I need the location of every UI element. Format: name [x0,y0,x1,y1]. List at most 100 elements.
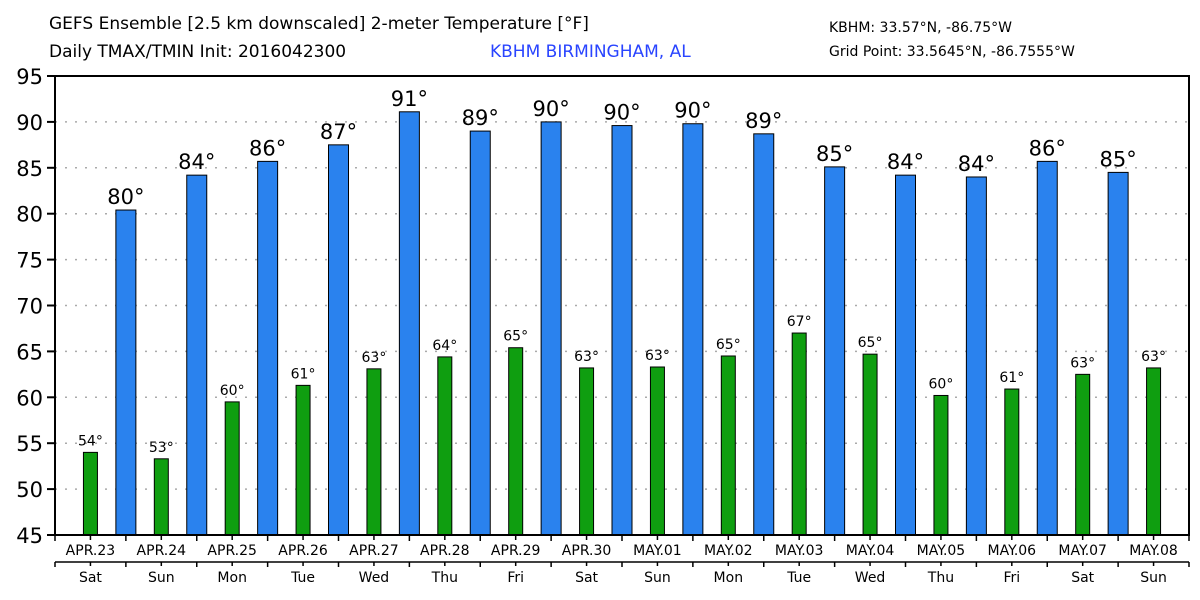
x-date-label: MAY.02 [704,543,753,559]
tmin-label: 61° [999,370,1024,386]
tmin-bar [579,367,595,536]
tmin-bar [82,451,98,536]
x-date-label: APR.23 [66,543,116,559]
x-date-label: MAY.08 [1129,543,1178,559]
tmax-bar [257,160,279,536]
x-date-label: APR.28 [420,543,470,559]
x-date-label: MAY.01 [633,543,682,559]
tmax-label: 84° [958,152,995,176]
tmax-label: 89° [462,106,499,130]
tmax-bar [1036,160,1058,536]
y-tick-label: 70 [16,295,43,319]
y-tick-label: 55 [16,432,43,456]
x-date-label: MAY.07 [1058,543,1107,559]
tmin-label: 63° [574,349,599,365]
x-date-label: APR.30 [562,543,612,559]
x-weekday-label: Sun [644,570,671,586]
tmax-label: 90° [674,99,711,123]
chart-title-line1: GEFS Ensemble [2.5 km downscaled] 2-mete… [49,14,589,34]
tmax-label: 80° [107,185,144,209]
x-date-label: APR.25 [207,543,257,559]
x-date-label: MAY.03 [775,543,824,559]
tmax-bar [1107,171,1129,536]
tmax-label: 86° [1029,136,1066,160]
tmax-bar [540,121,562,536]
bar-labels: 54° 53° 60° 61° 63° 64° 65° 63° 63° 65° 67° 65° 60° 6… [78,87,1166,456]
y-tick-label: 95 [16,65,43,89]
y-tick-label: 85 [16,157,43,181]
tmin-bar [649,366,665,536]
x-date-label: MAY.06 [988,543,1037,559]
x-weekday-label: Wed [855,570,886,586]
tmax-bar [682,123,704,536]
station-name: KBHM BIRMINGHAM, AL [490,42,691,62]
tmin-label: 53° [149,440,174,456]
x-date-label: MAY.05 [917,543,966,559]
y-tick-label: 75 [16,249,43,273]
y-tick-label: 80 [16,203,43,227]
tmin-label: 64° [432,338,457,354]
x-weekday-label: Tue [290,570,315,586]
tmax-label: 86° [249,136,286,160]
axes: 45 50 55 60 65 70 75 80 85 90 95 APR.23 Sat APR.24 Sun… [16,65,1190,586]
tmin-bar [720,355,736,536]
x-date-label: APR.27 [349,543,399,559]
tmin-label: 63° [362,350,387,366]
tmin-label: 65° [716,337,741,353]
tmin-label: 61° [291,366,316,382]
tmax-bar [328,144,349,536]
tmin-bar [933,394,949,536]
tmin-bar [437,356,453,536]
bars [82,111,1162,536]
chart-title-line2: Daily TMAX/TMIN Init: 2016042300 [49,42,347,62]
tmax-label: 90° [603,101,640,125]
tmin-bar [508,347,524,536]
x-weekday-label: Tue [786,570,811,586]
x-weekday-label: Fri [507,570,524,586]
tmax-bar [611,125,633,536]
tmin-label: 63° [1141,349,1166,365]
y-tick-label: 50 [16,478,43,502]
tmin-label: 63° [1070,355,1095,371]
tmin-bar [295,384,311,536]
tmin-label: 60° [929,376,954,392]
x-weekday-label: Mon [217,570,247,586]
station-coordinates: KBHM: 33.57°N, -86.75°W [829,20,1012,36]
tmin-bar [1075,373,1091,536]
x-weekday-label: Mon [714,570,744,586]
grid-point-coordinates: Grid Point: 33.5645°N, -86.7555°W [829,44,1075,60]
x-date-label: APR.24 [137,543,187,559]
tmax-bar [965,176,987,536]
tmin-bar [153,458,169,536]
tmax-bar [824,166,846,536]
x-weekday-label: Sun [148,570,175,586]
x-weekday-label: Sun [1140,570,1167,586]
tmax-label: 84° [887,150,924,174]
tmin-bar [862,353,878,536]
tmax-label: 91° [391,87,428,111]
tmin-bar [224,401,240,536]
tmax-bar [186,174,208,536]
x-date-label: MAY.04 [846,543,895,559]
tmax-bar [115,209,137,536]
tmin-bar [366,368,382,536]
x-date-label: APR.29 [491,543,541,559]
tmax-label: 87° [320,120,357,144]
y-tick-label: 60 [16,386,43,410]
tmin-label: 67° [787,314,812,330]
tmax-label: 84° [178,150,215,174]
y-tick-label: 90 [16,111,43,135]
tmin-bar [791,332,807,536]
tmax-bar [895,174,916,536]
y-tick-label: 65 [16,340,43,364]
tmin-bar [1004,388,1020,536]
x-weekday-label: Sat [79,570,102,586]
tmax-label: 90° [533,97,570,121]
tmax-label: 85° [816,142,853,166]
tmin-label: 63° [645,348,670,364]
y-tick-label: 45 [16,524,43,548]
tmin-bar [1146,367,1162,536]
x-date-label: APR.26 [278,543,328,559]
tmax-label: 89° [745,109,782,133]
